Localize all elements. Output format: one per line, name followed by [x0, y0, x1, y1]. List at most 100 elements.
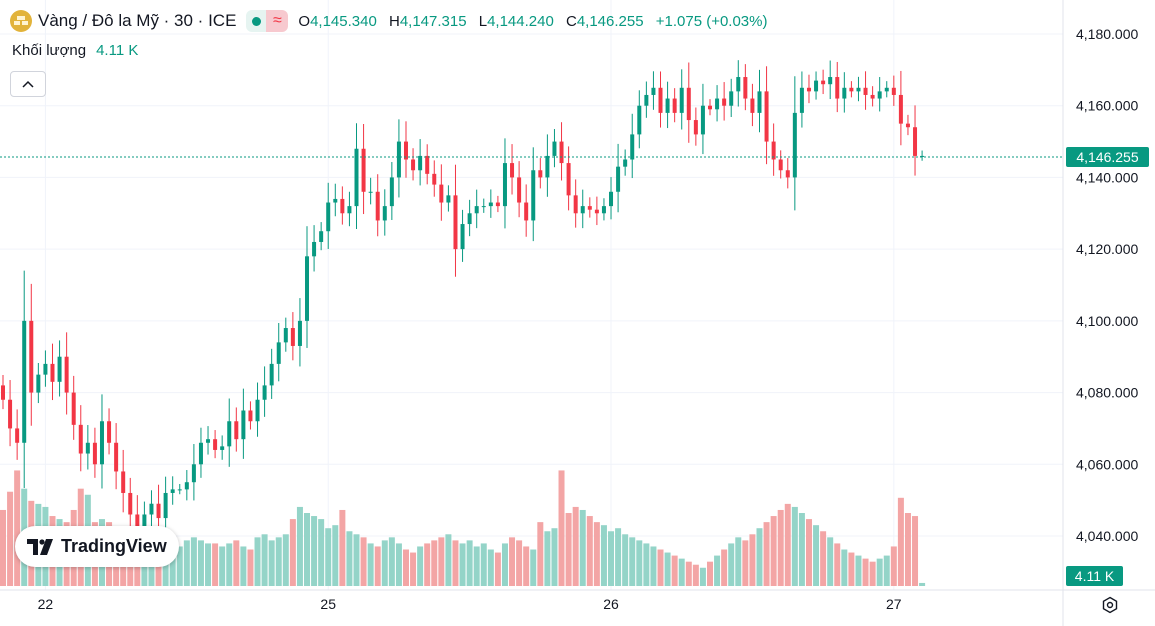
volume-bar [247, 550, 253, 586]
candle [913, 105, 917, 175]
volume-bar [452, 540, 458, 586]
candle [906, 115, 910, 135]
volume-bar [566, 513, 572, 586]
settings-button[interactable] [1098, 593, 1122, 617]
candle-body [446, 195, 450, 202]
candle-body [411, 160, 415, 171]
candle [644, 82, 648, 118]
candle [312, 225, 316, 271]
candle-body [475, 206, 479, 213]
candle [503, 138, 507, 228]
candle-body [482, 206, 486, 207]
volume-bar [877, 559, 883, 586]
candle-body [256, 400, 260, 422]
volume-bar [870, 562, 876, 586]
candle-body [15, 428, 19, 442]
candle [36, 363, 40, 403]
candle-body [510, 163, 514, 177]
price-candles [1, 60, 924, 553]
candle-body [270, 364, 274, 386]
last-price-label: 4,146.255 [1066, 147, 1149, 167]
volume-bar [721, 550, 727, 586]
market-open-dot-icon [246, 10, 266, 32]
volume-bar [650, 546, 656, 586]
volume-bar [658, 550, 664, 586]
candle-body [100, 421, 104, 464]
candle-body [807, 88, 811, 92]
tradingview-logo[interactable]: TradingView [15, 526, 179, 567]
candle [864, 71, 868, 110]
candle-body [291, 328, 295, 346]
volume-bar [799, 513, 805, 586]
symbol-title[interactable]: Vàng / Đô la Mỹ · 30 · ICE [38, 11, 236, 31]
volume-legend: Khối lượng 4.11 K [12, 42, 138, 59]
volume-bar [636, 540, 642, 586]
close-value: 4,146.255 [577, 13, 644, 30]
candle-body [157, 504, 161, 518]
high-label: H [389, 13, 400, 30]
candle-body [644, 95, 648, 106]
volume-bar [495, 553, 501, 586]
candle [545, 134, 549, 196]
candle [390, 162, 394, 220]
candle [743, 64, 747, 110]
candle-body [128, 493, 132, 515]
candle [86, 425, 90, 469]
candle [793, 76, 797, 210]
close-label: C [566, 13, 577, 30]
tradingview-logo-icon [27, 539, 53, 555]
candle-body [560, 142, 564, 164]
volume-bar [544, 531, 550, 586]
gold-symbol-icon [10, 10, 32, 32]
volume-bar [297, 507, 303, 586]
volume-bar [884, 556, 890, 586]
candle [673, 88, 677, 122]
candle-body [743, 77, 747, 99]
candle [213, 430, 217, 458]
candle-body [489, 203, 493, 207]
volume-bar [622, 534, 628, 586]
candle-body [277, 342, 281, 364]
candle-body [701, 106, 705, 135]
candle-body [65, 357, 69, 393]
candle-body [680, 88, 684, 113]
candle [72, 376, 76, 440]
candle-body [248, 411, 252, 422]
candle-body [185, 482, 189, 489]
candle-body [567, 163, 571, 195]
volume-bar [806, 519, 812, 586]
candle-body [241, 411, 245, 440]
market-status-pill[interactable]: ≈ [246, 10, 288, 32]
candle [8, 380, 12, 446]
volume-bar [537, 522, 543, 586]
candle [786, 158, 790, 188]
candle-body [58, 357, 62, 382]
candle [581, 190, 585, 229]
volume-bar [354, 534, 360, 586]
volume-bar [467, 540, 473, 586]
volume-bar [389, 537, 395, 586]
volume-bar [523, 546, 529, 586]
candle-body [347, 206, 351, 213]
volume-bar [629, 537, 635, 586]
x-tick-label: 25 [320, 596, 336, 612]
candle [432, 160, 436, 196]
candle-body [22, 321, 26, 443]
candle [616, 144, 620, 212]
candle-body [722, 99, 726, 106]
brand-name: TradingView [61, 536, 167, 557]
candle-body [757, 91, 761, 113]
candle-body [899, 95, 903, 124]
candle [305, 226, 309, 348]
candle [651, 71, 655, 110]
volume-bar [417, 546, 423, 586]
candle [362, 124, 366, 214]
candle [284, 318, 288, 352]
candle [871, 86, 875, 106]
candle-body [694, 120, 698, 134]
high-value: 4,147.315 [400, 13, 467, 30]
candle [715, 85, 719, 121]
volume-bar [905, 513, 911, 586]
candle [560, 122, 564, 180]
collapse-legend-button[interactable] [10, 71, 46, 97]
